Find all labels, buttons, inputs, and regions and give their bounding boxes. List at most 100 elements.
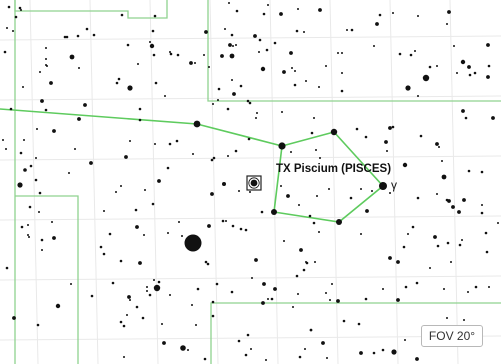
star bbox=[297, 8, 299, 10]
star bbox=[227, 155, 229, 157]
star bbox=[235, 44, 237, 46]
star bbox=[461, 239, 463, 241]
bright-star bbox=[379, 182, 387, 190]
star bbox=[365, 136, 368, 139]
star bbox=[232, 92, 236, 96]
star bbox=[326, 357, 328, 359]
star bbox=[189, 61, 193, 65]
star bbox=[304, 348, 306, 350]
star bbox=[112, 282, 115, 285]
star bbox=[169, 143, 172, 146]
star bbox=[70, 283, 72, 285]
star bbox=[351, 29, 354, 32]
star bbox=[417, 95, 419, 97]
star bbox=[436, 65, 438, 67]
bright-star bbox=[391, 349, 396, 354]
star bbox=[280, 185, 282, 187]
star bbox=[77, 117, 81, 121]
star bbox=[109, 233, 112, 236]
star bbox=[35, 157, 37, 159]
star bbox=[329, 299, 331, 301]
star bbox=[433, 235, 437, 239]
star bbox=[360, 233, 362, 235]
star bbox=[261, 211, 264, 214]
grid-parallel bbox=[0, 96, 501, 100]
star bbox=[45, 109, 48, 112]
star bbox=[462, 198, 466, 202]
star bbox=[443, 288, 445, 290]
target-marker[interactable] bbox=[247, 176, 261, 190]
target-star[interactable] bbox=[251, 180, 258, 187]
star bbox=[153, 54, 156, 57]
star bbox=[187, 349, 189, 351]
star bbox=[21, 226, 24, 229]
star bbox=[405, 286, 408, 289]
star bbox=[255, 117, 257, 119]
star bbox=[337, 52, 339, 54]
star bbox=[341, 72, 343, 74]
star bbox=[45, 47, 47, 49]
star bbox=[235, 150, 238, 153]
star bbox=[459, 244, 462, 247]
star bbox=[51, 221, 53, 223]
star bbox=[291, 67, 293, 69]
star bbox=[5, 148, 7, 150]
star bbox=[481, 212, 484, 215]
star bbox=[465, 117, 468, 120]
star bbox=[318, 8, 322, 12]
star bbox=[204, 358, 207, 361]
star bbox=[282, 70, 286, 74]
grid-parallel bbox=[0, 156, 501, 160]
grid-meridian bbox=[270, 0, 278, 364]
star bbox=[254, 258, 258, 262]
star bbox=[27, 224, 29, 226]
star bbox=[468, 170, 471, 173]
star bbox=[143, 234, 145, 236]
bright-star bbox=[180, 345, 186, 351]
star bbox=[267, 298, 269, 300]
star bbox=[64, 36, 67, 39]
star bbox=[227, 108, 230, 111]
star bbox=[382, 288, 384, 290]
star bbox=[415, 357, 419, 361]
star bbox=[157, 179, 161, 183]
star bbox=[294, 70, 296, 72]
star bbox=[103, 253, 106, 256]
star bbox=[232, 45, 234, 47]
star bbox=[86, 28, 89, 31]
star bbox=[225, 220, 227, 222]
star bbox=[299, 356, 302, 359]
star bbox=[457, 210, 461, 214]
star bbox=[441, 160, 443, 162]
star bbox=[231, 34, 234, 37]
bright-star bbox=[442, 175, 447, 180]
star bbox=[216, 283, 219, 286]
star bbox=[488, 286, 490, 288]
pisces-circlet bbox=[274, 132, 383, 222]
pisces-stick-line-west bbox=[0, 109, 282, 146]
star bbox=[461, 109, 465, 113]
star bbox=[167, 167, 170, 170]
star bbox=[181, 235, 183, 237]
bright-star bbox=[23, 168, 27, 172]
star bbox=[115, 191, 117, 193]
star bbox=[238, 340, 241, 343]
star bbox=[488, 65, 491, 68]
star bbox=[315, 149, 317, 151]
star bbox=[262, 282, 266, 286]
star bbox=[135, 209, 138, 212]
star bbox=[37, 324, 40, 327]
star bbox=[475, 286, 478, 289]
star bbox=[91, 295, 94, 298]
grid-meridian bbox=[30, 0, 38, 364]
star bbox=[212, 301, 215, 304]
star bbox=[149, 41, 151, 43]
star bbox=[396, 298, 400, 302]
fov-indicator[interactable]: FOV 20° bbox=[421, 325, 483, 347]
star bbox=[127, 44, 130, 47]
bright-star bbox=[271, 209, 277, 215]
star bbox=[314, 261, 316, 263]
